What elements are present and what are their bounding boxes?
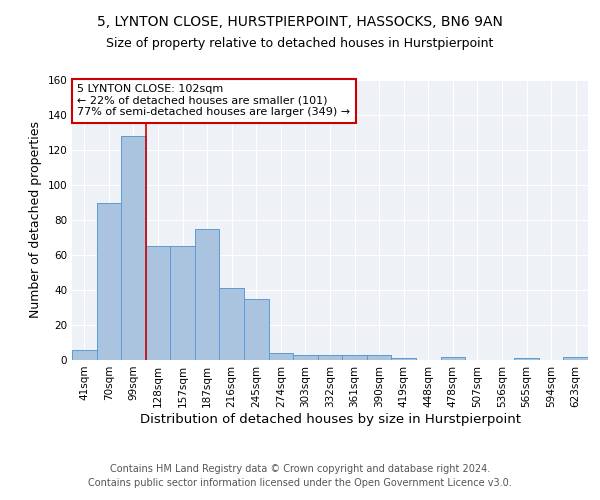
Bar — [72, 350, 97, 360]
Bar — [269, 353, 293, 360]
Text: Size of property relative to detached houses in Hurstpierpoint: Size of property relative to detached ho… — [106, 38, 494, 51]
Bar — [195, 229, 220, 360]
Bar — [146, 246, 170, 360]
Bar — [97, 202, 121, 360]
Bar — [170, 246, 195, 360]
Bar — [563, 356, 588, 360]
Bar — [342, 355, 367, 360]
X-axis label: Distribution of detached houses by size in Hurstpierpoint: Distribution of detached houses by size … — [139, 412, 521, 426]
Text: 5 LYNTON CLOSE: 102sqm
← 22% of detached houses are smaller (101)
77% of semi-de: 5 LYNTON CLOSE: 102sqm ← 22% of detached… — [77, 84, 350, 117]
Text: 5, LYNTON CLOSE, HURSTPIERPOINT, HASSOCKS, BN6 9AN: 5, LYNTON CLOSE, HURSTPIERPOINT, HASSOCK… — [97, 15, 503, 29]
Bar — [440, 356, 465, 360]
Bar — [367, 355, 391, 360]
Bar — [318, 355, 342, 360]
Y-axis label: Number of detached properties: Number of detached properties — [29, 122, 42, 318]
Bar — [220, 288, 244, 360]
Bar — [121, 136, 146, 360]
Bar — [244, 298, 269, 360]
Text: Contains HM Land Registry data © Crown copyright and database right 2024.
Contai: Contains HM Land Registry data © Crown c… — [88, 464, 512, 487]
Bar — [391, 358, 416, 360]
Bar — [293, 355, 318, 360]
Bar — [514, 358, 539, 360]
